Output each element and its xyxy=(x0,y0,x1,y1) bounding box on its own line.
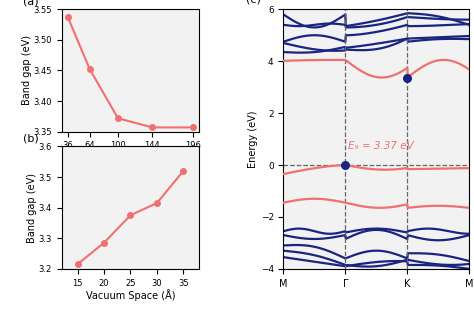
Y-axis label: Band gap (eV): Band gap (eV) xyxy=(22,36,32,105)
Text: (c): (c) xyxy=(246,0,261,4)
Y-axis label: Energy (eV): Energy (eV) xyxy=(248,110,258,168)
Text: (a): (a) xyxy=(23,0,39,7)
Y-axis label: Band gap (eV): Band gap (eV) xyxy=(27,173,37,243)
X-axis label: K-POINTS: K-POINTS xyxy=(108,152,153,162)
Text: (b): (b) xyxy=(23,134,39,144)
X-axis label: Vacuum Space (Å): Vacuum Space (Å) xyxy=(86,289,175,301)
Text: E₉ = 3.37 eV: E₉ = 3.37 eV xyxy=(348,141,414,151)
